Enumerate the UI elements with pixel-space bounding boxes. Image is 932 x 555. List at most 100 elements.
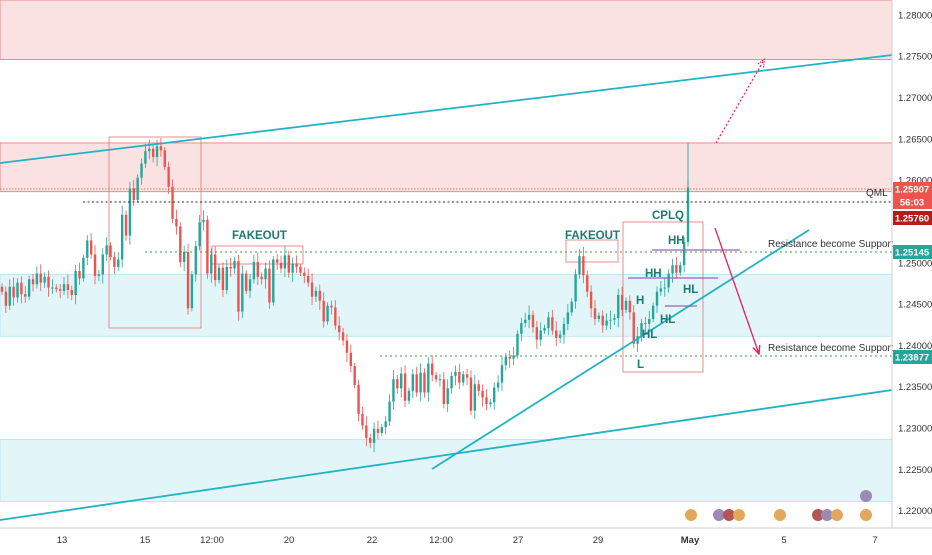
candle-body: [295, 263, 298, 267]
event-markers: [685, 490, 872, 521]
candle-body: [128, 188, 132, 236]
candle-body: [427, 363, 430, 393]
candle-body: [527, 314, 531, 320]
candle-body: [500, 365, 504, 383]
candle-body: [109, 245, 112, 257]
price-axis-bg[interactable]: [893, 0, 932, 528]
candle-body: [248, 279, 252, 291]
lower-channel-line[interactable]: [0, 389, 893, 521]
price-tag[interactable]: [893, 211, 932, 225]
candle-body: [496, 382, 500, 388]
uk-flag-icon[interactable]: [713, 509, 725, 521]
candle-body: [372, 428, 376, 443]
candle-body: [438, 379, 442, 381]
fakeout-right-label: FAKEOUT: [565, 230, 620, 242]
candle-body: [0, 286, 4, 292]
candle-body: [531, 314, 535, 328]
candle-body: [593, 308, 597, 319]
upper-channel-line[interactable]: [0, 54, 893, 164]
candle-body: [648, 318, 651, 324]
candle-body: [55, 287, 58, 290]
candle-body: [70, 290, 73, 295]
price-tag-label: 1.25145: [895, 248, 930, 259]
supply-zone-0[interactable]: [0, 0, 893, 60]
candle-body: [446, 388, 449, 405]
candle-body: [175, 218, 178, 227]
candle-body: [159, 146, 163, 151]
candle-body: [686, 187, 690, 243]
us-flag-icon[interactable]: [831, 509, 843, 521]
candle-body: [24, 294, 27, 297]
candle-body: [574, 274, 577, 302]
uk-flag-icon[interactable]: [821, 509, 833, 521]
candle-body: [117, 259, 120, 267]
y-tick-label: 1.25000: [898, 258, 932, 269]
x-tick-label: 13: [57, 535, 68, 546]
candle-body: [477, 384, 480, 391]
candle-body: [481, 390, 484, 398]
candle-body: [617, 294, 620, 319]
candle-body: [380, 427, 384, 433]
candle-body: [182, 252, 186, 262]
bullish-projection-arrow: [715, 60, 764, 144]
candle-body: [132, 188, 135, 200]
candles-layer: [0, 137, 690, 453]
candle-body: [12, 286, 15, 298]
price-tag[interactable]: [893, 245, 932, 259]
us-flag-icon[interactable]: [774, 509, 786, 521]
candle-body: [640, 323, 643, 337]
time-axis-ticks: 13 15 12:00 20 22 12:00 27 29 May 5 7: [57, 535, 878, 546]
candle-body: [66, 284, 70, 291]
candle-body: [322, 300, 325, 322]
candle-body: [597, 315, 601, 319]
candle-body: [551, 317, 554, 331]
candle-body: [4, 291, 8, 306]
candle-body: [589, 291, 593, 309]
price-tag[interactable]: [893, 350, 932, 364]
candle-body: [299, 266, 302, 273]
price-tag[interactable]: [893, 182, 932, 196]
zones-layer: [0, 0, 893, 502]
candle-body: [636, 336, 639, 344]
candle-body: [97, 274, 101, 276]
uk-flag-icon[interactable]: [723, 509, 735, 521]
us-flag-icon[interactable]: [685, 509, 697, 521]
candle-body: [140, 163, 143, 178]
candle-body: [256, 261, 259, 277]
rising-trendline[interactable]: [431, 229, 810, 470]
hl-low-label: HL: [642, 329, 657, 341]
candle-body: [570, 301, 573, 313]
candle-body: [667, 273, 670, 288]
uk-flag-icon[interactable]: [860, 490, 872, 502]
price-tags-layer: 1.25907 56:03 1.25760 1.25145 1.23877: [893, 182, 932, 364]
candle-body: [555, 330, 558, 338]
demand-zone-3[interactable]: [0, 439, 893, 502]
price-tag-label: 1.23877: [895, 353, 929, 364]
candle-body: [306, 275, 310, 283]
us-flag-icon[interactable]: [860, 509, 872, 521]
candle-body: [151, 148, 155, 157]
candle-body: [291, 263, 294, 273]
us-flag-icon[interactable]: [733, 509, 745, 521]
hh-upper-label: HH: [668, 235, 685, 247]
uk-flag-icon[interactable]: [812, 509, 824, 521]
candle-body: [51, 287, 54, 289]
candle-body: [225, 266, 228, 291]
candle-body: [43, 276, 46, 283]
candle-body: [58, 289, 62, 291]
candle-body: [303, 272, 306, 276]
candle-body: [582, 256, 585, 276]
candle-body: [434, 375, 438, 380]
x-tick-label: 22: [367, 535, 378, 546]
candle-body: [252, 261, 256, 280]
candle-body: [89, 240, 93, 255]
candle-body: [659, 288, 663, 292]
candle-body: [326, 305, 329, 322]
demand-zone-2[interactable]: [0, 273, 893, 337]
resistance-upper-label: Resistance become Support: [768, 239, 894, 250]
candle-body: [39, 273, 42, 283]
price-tag[interactable]: [893, 195, 932, 209]
x-tick-label: 7: [872, 535, 877, 546]
candle-body: [260, 276, 263, 280]
